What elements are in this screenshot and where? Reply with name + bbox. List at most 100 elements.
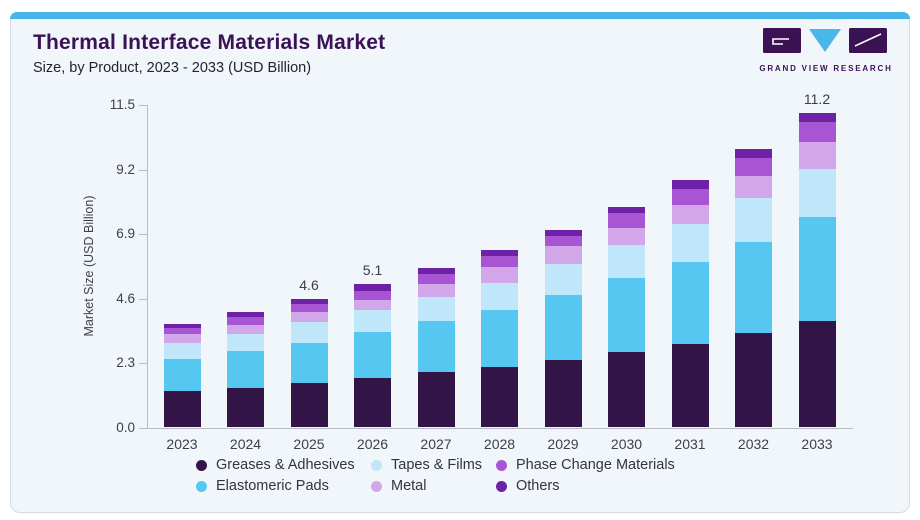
bar-segment	[608, 351, 645, 428]
bar-segment	[417, 372, 455, 428]
logo-text: GRAND VIEW RESEARCH	[759, 64, 893, 73]
legend-dot-icon	[371, 480, 382, 492]
plot-area: 0.0 2.3 4.6 6.9 9.2 11.5 2023 2024 4.6 2025 5.1 202…	[11, 13, 909, 512]
bar-segment	[163, 358, 201, 392]
bar-segment	[735, 149, 772, 158]
stacked-bar-2027	[417, 267, 455, 428]
stacked-bar-2031	[671, 179, 709, 428]
y-tick-label: 6.9	[116, 226, 135, 241]
legend-item: Phase Change Materials	[496, 457, 675, 473]
y-tick-label: 2.3	[116, 355, 135, 370]
x-axis-tick-label: 2023	[166, 435, 198, 452]
bar-segment	[417, 321, 455, 373]
bar-segment	[163, 391, 201, 428]
x-axis-tick-label: 2028	[483, 435, 516, 452]
bar-segment	[671, 262, 709, 344]
bar-segment	[290, 322, 328, 343]
legend-item: Elastomeric Pads	[196, 478, 371, 494]
legend-dot-icon	[196, 480, 207, 492]
bar-segment	[417, 296, 455, 322]
bar-segment	[544, 264, 582, 295]
y-tick-mark	[139, 298, 147, 300]
bar-segment	[798, 141, 836, 169]
bar-segment	[481, 256, 518, 267]
bar-segment	[227, 387, 264, 428]
x-axis-tick-label: 2031	[674, 435, 706, 452]
y-tick-mark	[139, 105, 147, 106]
top-accent-bar	[10, 12, 910, 19]
chart-card: Thermal Interface Materials Market Size,…	[10, 12, 910, 513]
y-tick-mark	[139, 234, 147, 235]
bar-segment	[481, 266, 518, 283]
legend-label: Tapes & Films	[391, 457, 483, 473]
grand-view-research-logo: GRAND VIEW RESEARCH	[759, 27, 893, 73]
bar-segment	[354, 331, 391, 379]
bar-segment	[671, 188, 709, 206]
page-title: Thermal Interface Materials Market	[33, 31, 386, 54]
bar-segment	[544, 229, 582, 237]
y-tick-mark	[139, 169, 147, 171]
bar-segment	[671, 343, 709, 428]
y-axis-line	[147, 105, 148, 428]
bar-segment	[290, 312, 328, 323]
bar-segment	[671, 179, 709, 189]
bar-segment	[735, 157, 772, 177]
legend-label: Elastomeric Pads	[216, 478, 329, 494]
bar-segment	[163, 343, 201, 359]
bar-segment	[544, 294, 582, 361]
stacked-bar-2024	[227, 312, 264, 428]
legend-item: Greases & Adhesives	[196, 457, 371, 473]
x-axis-tick-label: 2025	[293, 435, 325, 452]
legend-label: Greases & Adhesives	[216, 457, 355, 473]
bar-value-label: 11.2	[803, 91, 831, 108]
x-axis-tick-label: 2026	[356, 435, 389, 452]
bar-segment	[481, 367, 518, 428]
legend-label: Metal	[391, 478, 427, 494]
stacked-bar-2029	[544, 229, 582, 428]
bar-segment	[354, 378, 391, 428]
bar-segment	[798, 113, 836, 123]
bar-segment	[227, 334, 264, 352]
bar-segment	[481, 250, 518, 257]
stacked-bar-2025	[290, 298, 328, 428]
bar-segment	[354, 284, 391, 291]
bar-segment	[481, 282, 518, 310]
bar-segment	[290, 383, 328, 428]
y-tick-label: 4.6	[116, 290, 135, 306]
bar-segment	[417, 283, 455, 297]
bar-segment	[227, 312, 264, 317]
x-axis-tick-label: 2032	[737, 435, 770, 452]
bar-segment	[608, 277, 645, 352]
bar-segment	[608, 213, 645, 229]
x-axis-line	[147, 427, 853, 429]
y-tick-label: 9.2	[116, 161, 135, 177]
legend-dot-icon	[196, 459, 207, 471]
bar-segment	[798, 168, 836, 218]
x-axis-tick-label: 2029	[547, 435, 579, 452]
bar-segment	[417, 267, 455, 275]
bar-segment	[608, 245, 645, 278]
gvr-logo-icon	[763, 28, 887, 53]
y-tick-mark	[139, 427, 147, 429]
legend-item: Tapes & Films	[371, 457, 496, 473]
bar-segment	[290, 342, 328, 384]
legend-dot-icon	[496, 480, 507, 492]
bar-segment	[798, 217, 836, 321]
bar-segment	[163, 323, 201, 328]
bar-segment	[354, 300, 391, 310]
bar-segment	[671, 224, 709, 262]
bar-segment	[290, 304, 328, 313]
bar-segment	[735, 198, 772, 242]
x-axis-tick-label: 2024	[229, 435, 262, 452]
bar-segment	[671, 205, 709, 225]
stacked-bar-2032	[735, 149, 772, 428]
legend-label: Phase Change Materials	[516, 457, 675, 473]
bar-segment	[227, 351, 264, 388]
chart-legend: Greases & Adhesives Tapes & Films Phase Ch…	[196, 457, 675, 494]
bar-segment	[798, 122, 836, 142]
x-axis-tick-label: 2030	[610, 435, 643, 452]
x-axis-tick-label: 2033	[801, 435, 833, 452]
legend-item: Metal	[371, 478, 496, 494]
bar-segment	[608, 206, 645, 214]
bar-segment	[735, 333, 772, 428]
